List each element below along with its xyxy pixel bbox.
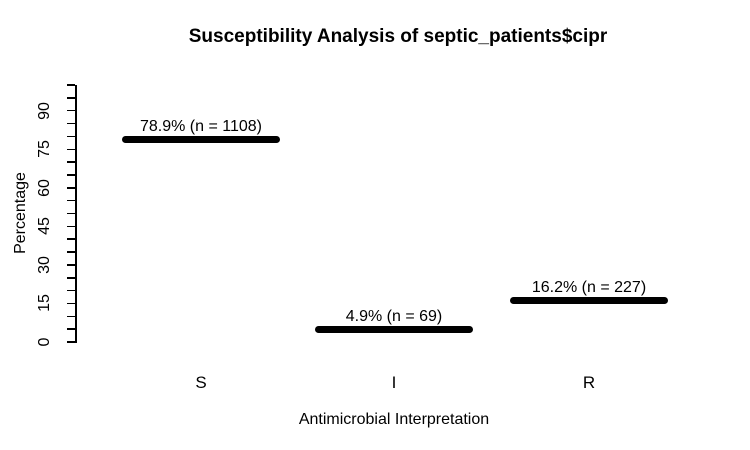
y-axis-tick [67, 289, 75, 292]
percentage-bar-r [510, 296, 668, 304]
y-axis-tick-label: 15 [36, 294, 53, 313]
y-axis-tick [67, 315, 75, 318]
y-axis-tick [67, 199, 75, 202]
chart-title: Susceptibility Analysis of septic_patien… [188, 26, 608, 47]
x-axis-title: Antimicrobial Interpretation [298, 411, 490, 428]
y-axis-tick [67, 328, 75, 330]
y-axis-tick-label: 75 [36, 140, 53, 159]
percentage-bar-s [122, 135, 280, 143]
x-category-label-r: R [582, 373, 596, 392]
y-axis-line [75, 85, 77, 343]
y-axis-tick [67, 302, 75, 305]
y-axis-title: Percentage [12, 172, 29, 254]
y-axis-tick [67, 148, 75, 150]
y-axis-tick-label: 0 [36, 337, 53, 347]
y-axis-tick [67, 174, 75, 176]
y-axis-tick [67, 212, 75, 215]
bar-value-label: 16.2% (n = 227) [531, 279, 647, 297]
y-axis-tick [67, 109, 75, 112]
y-axis-tick [67, 251, 75, 253]
y-axis-tick [67, 225, 75, 228]
y-axis-tick [67, 187, 75, 189]
y-axis-tick [67, 135, 75, 138]
bar-value-label: 78.9% (n = 1108) [139, 118, 263, 136]
y-axis-tick [67, 238, 75, 240]
bar-value-label: 4.9% (n = 69) [345, 308, 443, 326]
y-axis-tick [67, 277, 75, 279]
y-axis-tick-label: 30 [36, 255, 53, 274]
y-axis-tick-label: 45 [36, 217, 53, 236]
y-axis-tick [67, 161, 75, 163]
percentage-bar-i [315, 325, 473, 333]
y-axis-tick-label: 60 [36, 178, 53, 197]
y-axis-tick-label: 90 [36, 101, 53, 120]
y-axis-tick [67, 84, 75, 86]
y-axis-tick [67, 341, 75, 343]
x-category-label-i: I [391, 373, 397, 392]
y-axis-tick [67, 97, 75, 99]
y-axis-tick [67, 264, 75, 266]
x-category-label-s: S [195, 373, 207, 392]
y-axis-tick [67, 122, 75, 125]
